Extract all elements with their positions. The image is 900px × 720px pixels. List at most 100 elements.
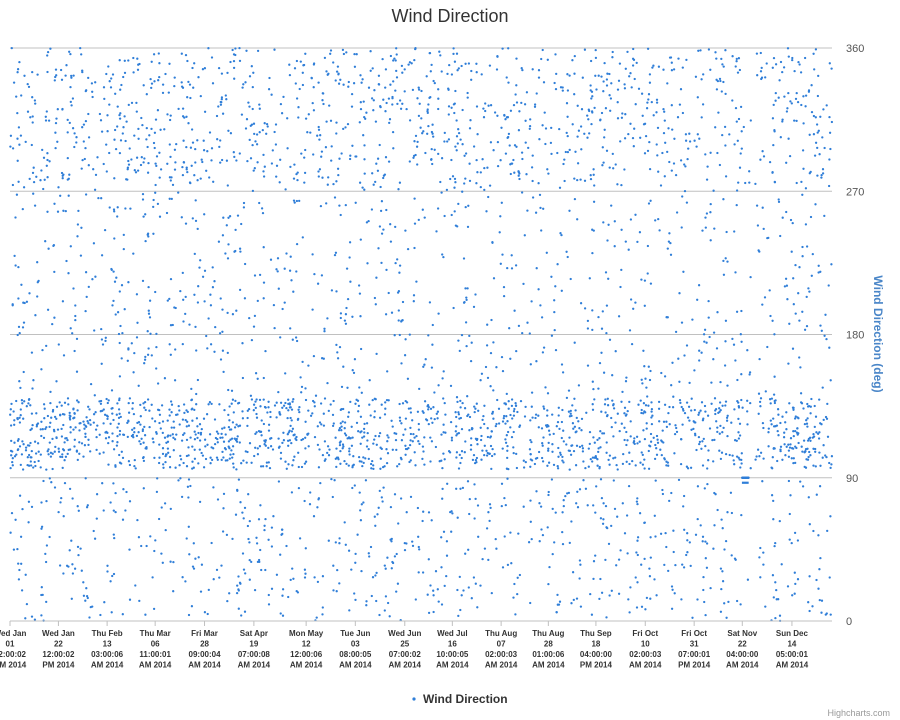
data-point[interactable] <box>409 459 412 462</box>
data-point[interactable] <box>537 414 540 417</box>
data-point[interactable] <box>260 419 263 422</box>
data-point[interactable] <box>586 114 589 117</box>
data-point[interactable] <box>623 406 627 409</box>
data-point[interactable] <box>300 152 303 155</box>
data-point[interactable] <box>170 426 173 429</box>
data-point[interactable] <box>554 53 557 56</box>
data-point[interactable] <box>800 180 803 184</box>
data-point[interactable] <box>683 354 686 357</box>
data-point[interactable] <box>328 104 331 107</box>
data-point[interactable] <box>655 143 658 146</box>
data-point[interactable] <box>136 169 140 172</box>
data-point[interactable] <box>130 101 134 105</box>
data-point[interactable] <box>746 423 749 426</box>
data-point[interactable] <box>681 195 684 198</box>
data-point[interactable] <box>190 408 193 411</box>
data-point[interactable] <box>103 413 107 416</box>
data-point[interactable] <box>650 401 653 404</box>
data-point[interactable] <box>382 486 385 489</box>
data-point[interactable] <box>112 482 115 485</box>
data-point[interactable] <box>738 166 742 169</box>
data-point[interactable] <box>649 445 652 448</box>
data-point[interactable] <box>167 451 170 454</box>
data-point[interactable] <box>453 60 457 63</box>
data-point[interactable] <box>114 491 117 495</box>
data-point[interactable] <box>220 564 223 567</box>
data-point[interactable] <box>778 614 782 617</box>
data-point[interactable] <box>241 376 245 380</box>
data-point[interactable] <box>468 497 471 501</box>
data-point[interactable] <box>709 151 712 154</box>
data-point[interactable] <box>363 172 366 175</box>
data-point[interactable] <box>515 145 518 148</box>
data-point[interactable] <box>71 572 75 575</box>
data-point[interactable] <box>483 404 486 407</box>
data-point[interactable] <box>759 405 762 408</box>
data-point[interactable] <box>203 67 207 70</box>
data-point[interactable] <box>827 184 831 188</box>
data-point[interactable] <box>775 588 778 592</box>
data-point[interactable] <box>156 477 159 480</box>
data-point[interactable] <box>201 454 205 457</box>
data-point[interactable] <box>706 482 709 486</box>
data-point[interactable] <box>407 63 410 66</box>
data-point[interactable] <box>89 382 93 386</box>
data-point[interactable] <box>703 340 706 343</box>
data-point[interactable] <box>40 527 43 530</box>
data-point[interactable] <box>333 253 337 257</box>
data-point[interactable] <box>430 158 433 161</box>
data-point[interactable] <box>373 515 376 518</box>
data-point[interactable] <box>764 605 767 608</box>
data-point[interactable] <box>482 414 485 418</box>
data-point[interactable] <box>740 373 743 376</box>
data-point[interactable] <box>551 443 554 446</box>
data-point[interactable] <box>354 598 357 602</box>
data-point[interactable] <box>340 425 343 428</box>
data-point[interactable] <box>239 250 242 253</box>
data-point[interactable] <box>157 52 160 55</box>
data-point[interactable] <box>48 425 51 429</box>
data-point[interactable] <box>401 319 404 322</box>
data-point[interactable] <box>805 324 809 328</box>
data-point[interactable] <box>236 489 239 492</box>
data-point[interactable] <box>794 461 797 465</box>
data-point[interactable] <box>780 563 783 566</box>
data-point[interactable] <box>342 365 345 368</box>
data-point[interactable] <box>92 242 96 245</box>
data-point[interactable] <box>360 569 363 573</box>
data-point[interactable] <box>17 438 20 441</box>
data-point[interactable] <box>375 352 378 356</box>
data-point[interactable] <box>269 258 273 261</box>
data-point[interactable] <box>85 89 88 92</box>
data-point[interactable] <box>249 157 253 160</box>
data-point[interactable] <box>158 151 161 154</box>
data-point[interactable] <box>777 200 781 204</box>
data-point[interactable] <box>440 566 443 569</box>
data-point[interactable] <box>330 159 333 162</box>
data-point[interactable] <box>248 75 252 78</box>
data-point[interactable] <box>629 586 632 589</box>
data-point[interactable] <box>529 465 532 468</box>
data-point[interactable] <box>173 84 176 88</box>
data-point[interactable] <box>802 407 805 410</box>
data-point[interactable] <box>262 246 265 249</box>
data-point[interactable] <box>803 465 806 469</box>
data-point[interactable] <box>592 229 595 232</box>
data-point[interactable] <box>196 139 199 142</box>
data-point[interactable] <box>461 401 464 405</box>
data-point[interactable] <box>180 439 184 442</box>
data-point[interactable] <box>27 85 31 89</box>
data-point[interactable] <box>150 86 153 90</box>
data-point[interactable] <box>821 456 824 459</box>
data-point[interactable] <box>418 442 421 446</box>
data-point[interactable] <box>668 56 672 59</box>
data-point[interactable] <box>432 589 435 592</box>
data-point[interactable] <box>505 415 508 418</box>
data-point[interactable] <box>120 284 124 287</box>
data-point[interactable] <box>829 147 832 151</box>
data-point[interactable] <box>504 152 508 155</box>
data-point[interactable] <box>260 207 264 210</box>
data-point[interactable] <box>196 301 200 304</box>
data-point[interactable] <box>115 444 119 447</box>
data-point[interactable] <box>182 403 186 406</box>
